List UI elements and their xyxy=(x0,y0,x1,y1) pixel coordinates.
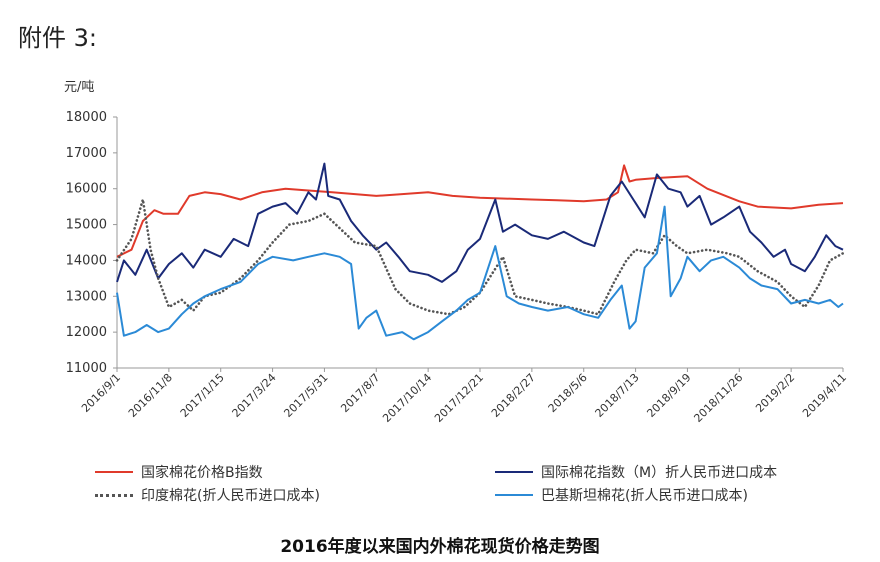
series-line-pakistan xyxy=(116,205,844,341)
legend-item-pakistan: 巴基斯坦棉花(折人民币进口成本) xyxy=(495,485,748,505)
chart-series xyxy=(115,162,845,341)
legend-swatch-india xyxy=(95,493,133,497)
x-tick-label: 2017/12/21 xyxy=(432,371,486,425)
x-tick-label: 2018/9/19 xyxy=(644,371,693,420)
legend-label-india: 印度棉花(折人民币进口成本) xyxy=(141,488,320,504)
legend-swatch-pakistan xyxy=(495,494,533,496)
x-tick-label: 2017/10/14 xyxy=(380,371,434,425)
legend-item-india: 印度棉花(折人民币进口成本) xyxy=(95,485,320,505)
x-tick-label: 2017/8/7 xyxy=(338,371,382,415)
y-tick-label: 16000 xyxy=(66,182,107,197)
x-tick-label: 2018/7/13 xyxy=(593,371,642,420)
x-tick-label: 2017/3/24 xyxy=(230,371,279,420)
legend-label-pakistan: 巴基斯坦棉花(折人民币进口成本) xyxy=(541,488,748,504)
x-tick-label: 2018/2/27 xyxy=(489,371,538,420)
legend-item-intl-m-index: 国际棉花指数（M）折人民币进口成本 xyxy=(495,462,777,482)
x-tick-label: 2016/11/8 xyxy=(126,371,175,420)
legend-label-cn-b-index: 国家棉花价格B指数 xyxy=(141,465,263,481)
line-chart: 18000 17000 16000 15000 14000 13000 12000 11000… xyxy=(66,110,849,425)
x-tick-label: 2019/2/2 xyxy=(753,371,797,415)
y-axis-unit-label: 元/吨 xyxy=(64,80,95,95)
x-tick-label: 2018/11/26 xyxy=(691,371,745,425)
y-tick-label: 11000 xyxy=(66,361,107,376)
legend-swatch-cn-b-index xyxy=(95,471,133,473)
y-tick-label: 15000 xyxy=(66,218,107,233)
legend-label-intl-m-index: 国际棉花指数（M）折人民币进口成本 xyxy=(541,465,778,481)
chart-caption: 2016年度以来国内外棉花现货价格走势图 xyxy=(280,537,600,557)
y-tick-label: 17000 xyxy=(66,146,107,161)
y-tick-label: 14000 xyxy=(66,253,107,268)
y-tick-label: 18000 xyxy=(66,110,107,125)
x-tick-label: 2016/9/1 xyxy=(79,371,123,415)
x-tick-label: 2017/5/31 xyxy=(281,371,330,420)
series-line-cn-b-index xyxy=(116,164,844,258)
y-tick-label: 12000 xyxy=(66,325,107,340)
legend-swatch-intl-m-index xyxy=(495,471,533,473)
legend-item-cn-b-index: 国家棉花价格B指数 xyxy=(95,462,263,482)
y-tick-label: 13000 xyxy=(66,289,107,304)
x-tick-label: 2019/4/11 xyxy=(800,371,849,420)
x-tick-label: 2017/1/15 xyxy=(178,371,227,420)
x-tick-label: 2018/5/6 xyxy=(546,371,590,415)
chart-legend: 国家棉花价格B指数 国际棉花指数（M）折人民币进口成本 印度棉花(折人民币进口成… xyxy=(95,458,865,508)
attachment-label: 附件 3: xyxy=(18,24,97,52)
series-line-india xyxy=(115,198,845,316)
series-line-intl-m-index xyxy=(116,162,844,283)
